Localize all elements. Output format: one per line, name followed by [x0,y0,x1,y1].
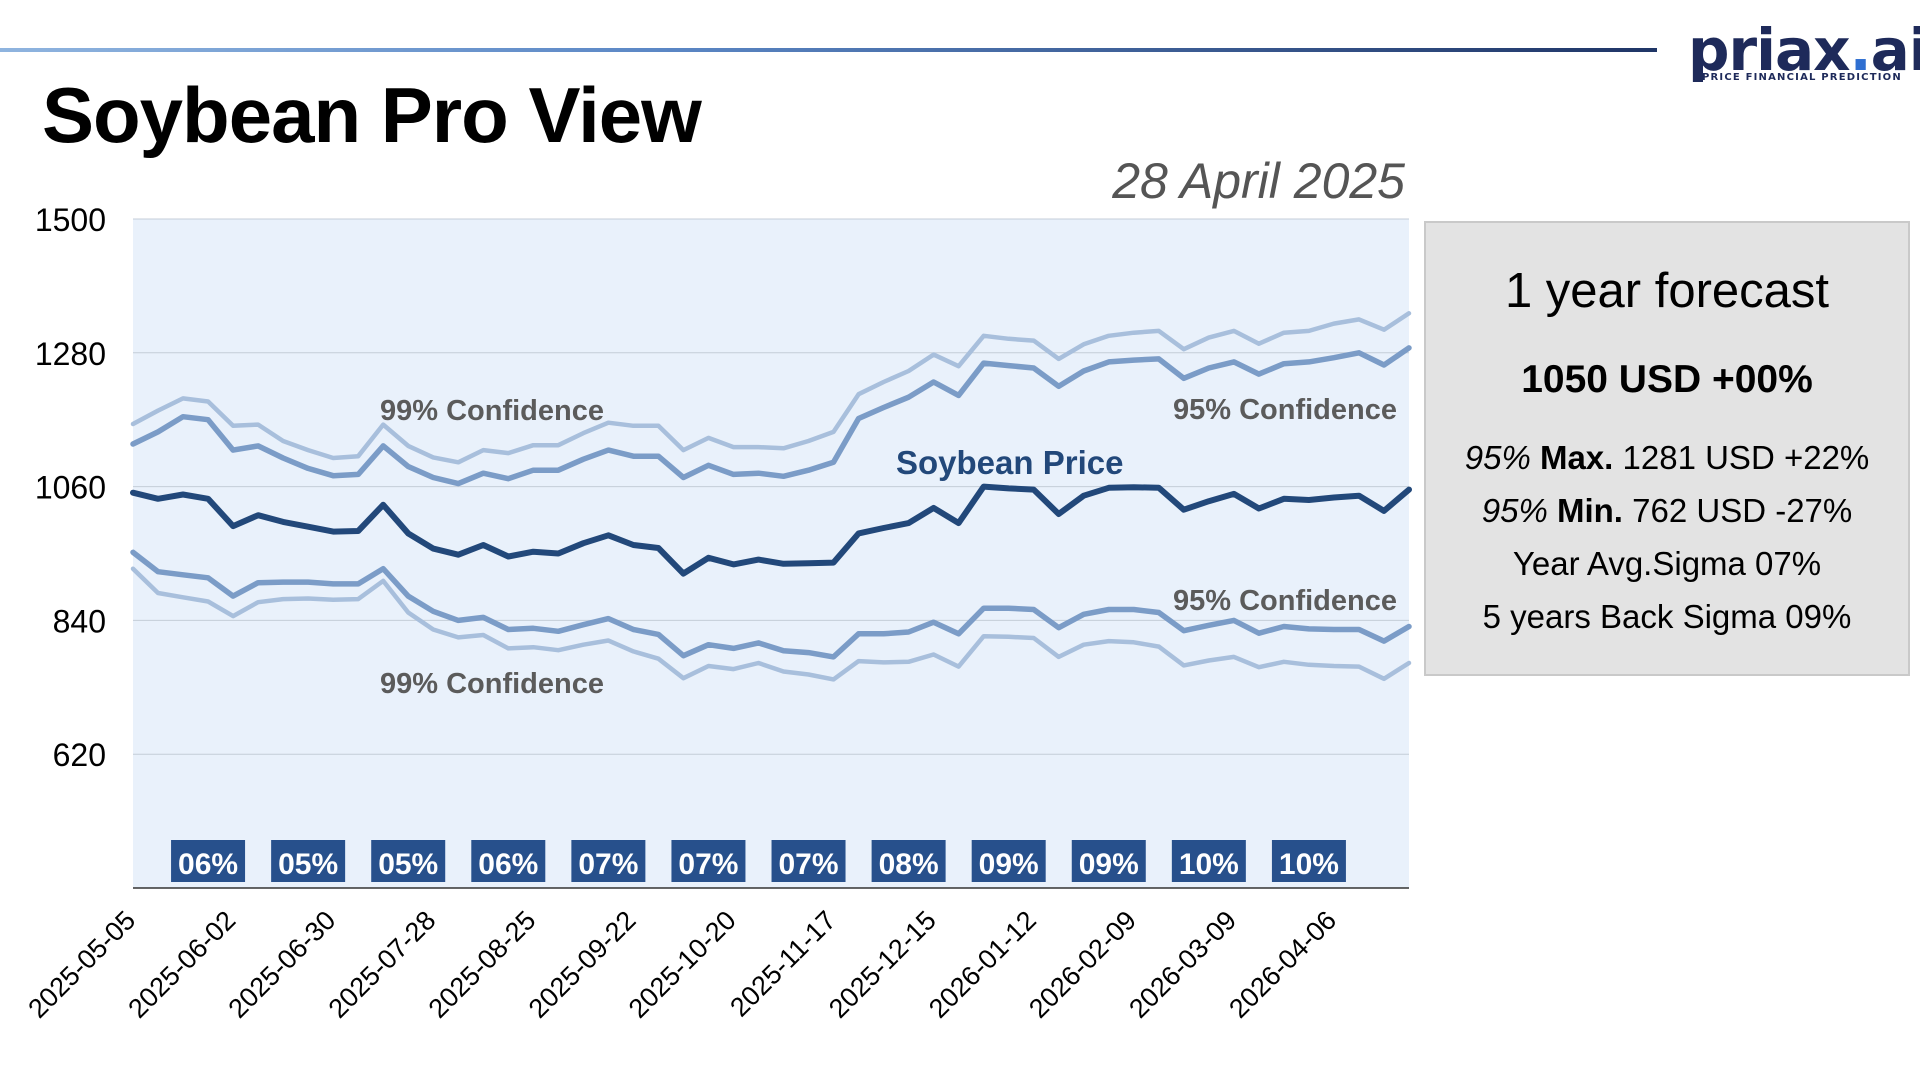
forecast-year-sigma: Year Avg.Sigma 07% [1512,545,1822,582]
x-tick-label: 2025-06-02 [122,905,241,1024]
series-price-line [130,483,1412,577]
annotation-label: 95% Confidence [1173,394,1397,426]
forecast-headline: 1050 USD +00% [1521,358,1813,401]
sigma-badge-label: 07% [678,848,738,881]
x-tick-label: 2025-06-30 [223,905,342,1024]
sigma-badge-label: 05% [278,848,338,881]
y-tick-label: 840 [53,603,106,639]
logo-wordmark: priax.ai [1688,16,1920,84]
forecast-title: 1 year forecast [1504,264,1830,318]
y-tick-label: 1060 [35,470,106,506]
series-band99-lower-line [130,566,1412,682]
logo-tld: ai [1870,16,1920,84]
annotation-label: 95% Confidence [1173,585,1397,617]
sigma-badge [671,840,746,882]
sigma-badge [771,840,846,882]
forecast-min: 95% Min. 762 USD -27% [1426,492,1908,530]
sigma-badge-label: 05% [378,848,438,881]
logo-dot: . [1849,16,1872,84]
forecast-max-value: 1281 USD +22% [1622,439,1870,476]
sigma-badge [971,840,1046,882]
sigma-badge [371,840,446,882]
logo-tagline: PRICE FINANCIAL PREDICTION [1702,72,1902,83]
annotation-label: 99% Confidence [380,395,604,427]
sigma-badge-label: 07% [779,848,839,881]
series-band95-upper-line [130,345,1412,487]
sigma-badge-label: 09% [979,848,1039,881]
x-tick-label: 2025-12-15 [823,905,942,1024]
x-tick-label: 2026-01-12 [923,905,1042,1024]
forecast-max-label: Max. [1539,439,1614,476]
x-tick-label: 2025-10-20 [623,905,742,1024]
sigma-badge [1271,840,1346,882]
sigma-badge-label: 09% [1079,848,1139,881]
sigma-badge [1171,840,1246,882]
x-tick-label: 2026-02-09 [1023,905,1142,1024]
sigma-badge-label: 06% [178,848,238,881]
forecast-back-sigma: 5 years Back Sigma 09% [1482,598,1852,635]
sigma-badge-label: 06% [478,848,538,881]
sigma-badge-label: 08% [879,848,939,881]
forecast-max-prefix: 95% [1464,439,1531,476]
forecast-min-label: Min. [1556,492,1623,529]
sigma-badge-label: 07% [578,848,638,881]
forecast-min-value: 762 USD -27% [1632,492,1853,529]
x-tick-label: 2026-03-09 [1123,905,1242,1024]
sigma-badge [171,840,246,882]
annotation-label: Soybean Price [896,444,1123,481]
forecast-panel: 1 year forecast 1050 USD +00% 95% Max. 1… [1424,221,1910,676]
forecast-max: 95% Max. 1281 USD +22% [1426,439,1908,477]
sigma-badge [871,840,946,882]
y-tick-label: 620 [53,737,106,773]
page-title: Soybean Pro View [42,71,702,159]
priax-logo: priax.ai PRICE FINANCIAL PREDICTION [1688,16,1920,88]
logo-name: priax [1688,16,1851,84]
report-date: 28 April 2025 [1112,153,1405,209]
sigma-badge [571,840,646,882]
sigma-badge [271,840,346,882]
sigma-badge [471,840,546,882]
sigma-badge-label: 10% [1179,848,1239,881]
x-tick-label: 2025-09-22 [523,905,642,1024]
y-tick-label: 1500 [35,202,106,238]
x-tick-label: 2025-05-05 [22,905,141,1024]
x-tick-label: 2025-07-28 [323,905,442,1024]
header-rule [0,48,1657,52]
sigma-badge-label: 10% [1279,848,1339,881]
y-tick-label: 1280 [35,336,106,372]
x-tick-label: 2026-04-06 [1223,905,1342,1024]
series-band95-lower-line [130,549,1412,660]
sigma-badge [1071,840,1146,882]
plot-background [133,219,1409,888]
series-band99-upper-line [130,311,1412,465]
forecast-min-prefix: 95% [1481,492,1548,529]
annotation-label: 99% Confidence [380,668,604,700]
x-tick-label: 2025-08-25 [423,905,542,1024]
